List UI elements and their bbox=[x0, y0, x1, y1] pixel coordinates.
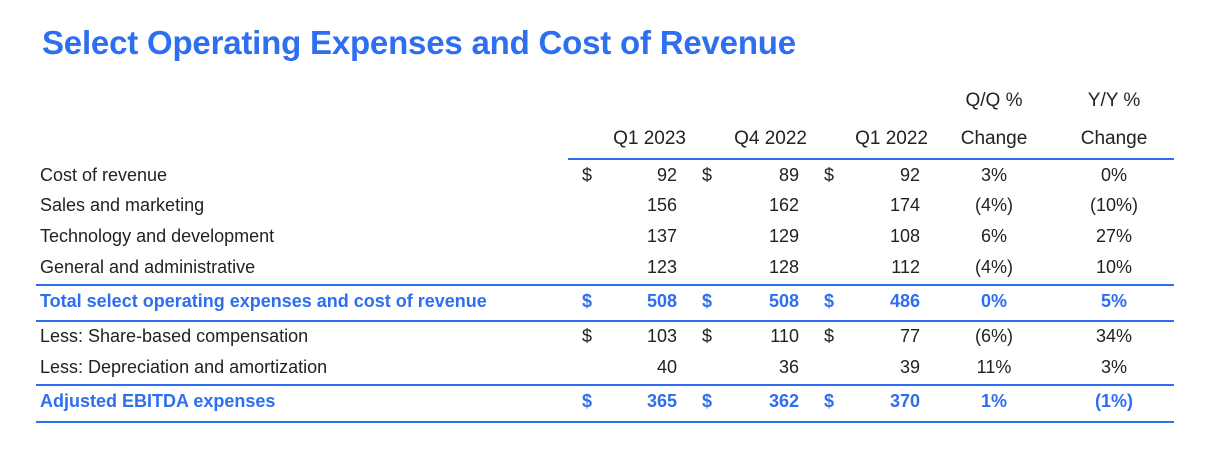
value-q1-2023: 365 bbox=[646, 391, 677, 411]
value-qq-change: 1% bbox=[980, 391, 1007, 411]
value-q1-2022: 39 bbox=[899, 357, 920, 377]
table-row-sales-and-marketing: Sales and marketing 156 162 174 (4%) (10… bbox=[0, 190, 1218, 221]
value-qq-change: (4%) bbox=[974, 195, 1013, 215]
dollar-sign: $ bbox=[582, 391, 593, 411]
row-label: Technology and development bbox=[40, 226, 275, 246]
row-label: Total select operating expenses and cost… bbox=[40, 291, 487, 311]
value-q4-2022: 128 bbox=[768, 257, 799, 277]
row-label: Less: Share-based compensation bbox=[40, 326, 309, 346]
table-row-cost-of-revenue: Cost of revenue $ 92 $ 89 $ 92 3% 0% bbox=[0, 160, 1218, 191]
value-q4-2022: 129 bbox=[768, 226, 799, 246]
value-qq-change: 0% bbox=[980, 291, 1007, 311]
table-row-technology-and-development: Technology and development 137 129 108 6… bbox=[0, 221, 1218, 252]
value-q1-2022: 92 bbox=[899, 165, 920, 185]
value-q1-2023: 508 bbox=[646, 291, 677, 311]
row-label: Less: Depreciation and amortization bbox=[40, 357, 328, 377]
ebitda-bottom-rule bbox=[36, 421, 1174, 423]
header-q1-2022: Q1 2022 bbox=[855, 128, 928, 149]
value-q1-2023: 92 bbox=[656, 165, 677, 185]
table-row-adjusted-ebitda-expenses: Adjusted EBITDA expenses $ 365 $ 362 $ 3… bbox=[0, 386, 1218, 417]
value-q1-2023: 137 bbox=[646, 226, 677, 246]
value-q1-2022: 174 bbox=[889, 195, 920, 215]
row-label: General and administrative bbox=[40, 257, 256, 277]
dollar-sign: $ bbox=[824, 326, 835, 346]
header-qq-line1: Q/Q % bbox=[965, 90, 1023, 111]
value-q4-2022: 508 bbox=[768, 291, 799, 311]
value-yy-change: 27% bbox=[1095, 226, 1133, 246]
table-row-general-and-administrative: General and administrative 123 128 112 (… bbox=[0, 252, 1218, 283]
value-qq-change: 11% bbox=[976, 357, 1012, 377]
table-row-share-based-compensation: Less: Share-based compensation $ 103 $ 1… bbox=[0, 321, 1218, 352]
dollar-sign: $ bbox=[824, 165, 835, 185]
value-yy-change: 10% bbox=[1095, 257, 1133, 277]
table-row-total-select-expenses: Total select operating expenses and cost… bbox=[0, 286, 1218, 317]
value-q1-2022: 77 bbox=[899, 326, 920, 346]
value-yy-change: 3% bbox=[1100, 357, 1127, 377]
dollar-sign: $ bbox=[582, 326, 593, 346]
value-q4-2022: 89 bbox=[778, 165, 799, 185]
value-q4-2022: 36 bbox=[778, 357, 799, 377]
value-q1-2023: 103 bbox=[646, 326, 677, 346]
row-label: Sales and marketing bbox=[40, 195, 205, 215]
value-q1-2022: 486 bbox=[889, 291, 920, 311]
dollar-sign: $ bbox=[582, 165, 593, 185]
ebitda-top-rule bbox=[36, 384, 1174, 386]
value-q1-2023: 40 bbox=[656, 357, 677, 377]
subtotal-top-rule bbox=[36, 284, 1174, 286]
value-q1-2023: 123 bbox=[646, 257, 677, 277]
header-rule bbox=[568, 158, 1174, 160]
value-q1-2022: 370 bbox=[889, 391, 920, 411]
value-yy-change: 34% bbox=[1095, 326, 1133, 346]
header-yy-line1: Y/Y % bbox=[1087, 90, 1141, 111]
value-q1-2023: 156 bbox=[646, 195, 677, 215]
value-yy-change: (10%) bbox=[1089, 195, 1138, 215]
dollar-sign: $ bbox=[702, 391, 713, 411]
subtotal-bottom-rule bbox=[36, 320, 1174, 322]
row-label: Cost of revenue bbox=[40, 165, 168, 185]
value-qq-change: 3% bbox=[980, 165, 1007, 185]
dollar-sign: $ bbox=[702, 291, 713, 311]
header-q4-2022: Q4 2022 bbox=[734, 128, 807, 149]
page-title: Select Operating Expenses and Cost of Re… bbox=[42, 24, 796, 61]
dollar-sign: $ bbox=[702, 165, 713, 185]
value-yy-change: 5% bbox=[1100, 291, 1127, 311]
value-q1-2022: 112 bbox=[891, 257, 920, 277]
header-yy-line2: Change bbox=[1080, 128, 1148, 149]
dollar-sign: $ bbox=[824, 291, 835, 311]
value-qq-change: 6% bbox=[980, 226, 1007, 246]
value-q4-2022: 362 bbox=[768, 391, 799, 411]
value-q4-2022: 110 bbox=[770, 326, 799, 346]
row-label: Adjusted EBITDA expenses bbox=[40, 391, 276, 411]
value-qq-change: (4%) bbox=[974, 257, 1013, 277]
header-q1-2023: Q1 2023 bbox=[613, 128, 686, 149]
value-yy-change: (1%) bbox=[1094, 391, 1133, 411]
dollar-sign: $ bbox=[824, 391, 835, 411]
value-qq-change: (6%) bbox=[974, 326, 1013, 346]
header-qq-line2: Change bbox=[960, 128, 1028, 149]
dollar-sign: $ bbox=[702, 326, 713, 346]
dollar-sign: $ bbox=[582, 291, 593, 311]
value-q4-2022: 162 bbox=[768, 195, 799, 215]
value-yy-change: 0% bbox=[1100, 165, 1127, 185]
value-q1-2022: 108 bbox=[889, 226, 920, 246]
table-row-depreciation-and-amortization: Less: Depreciation and amortization 40 3… bbox=[0, 352, 1218, 383]
